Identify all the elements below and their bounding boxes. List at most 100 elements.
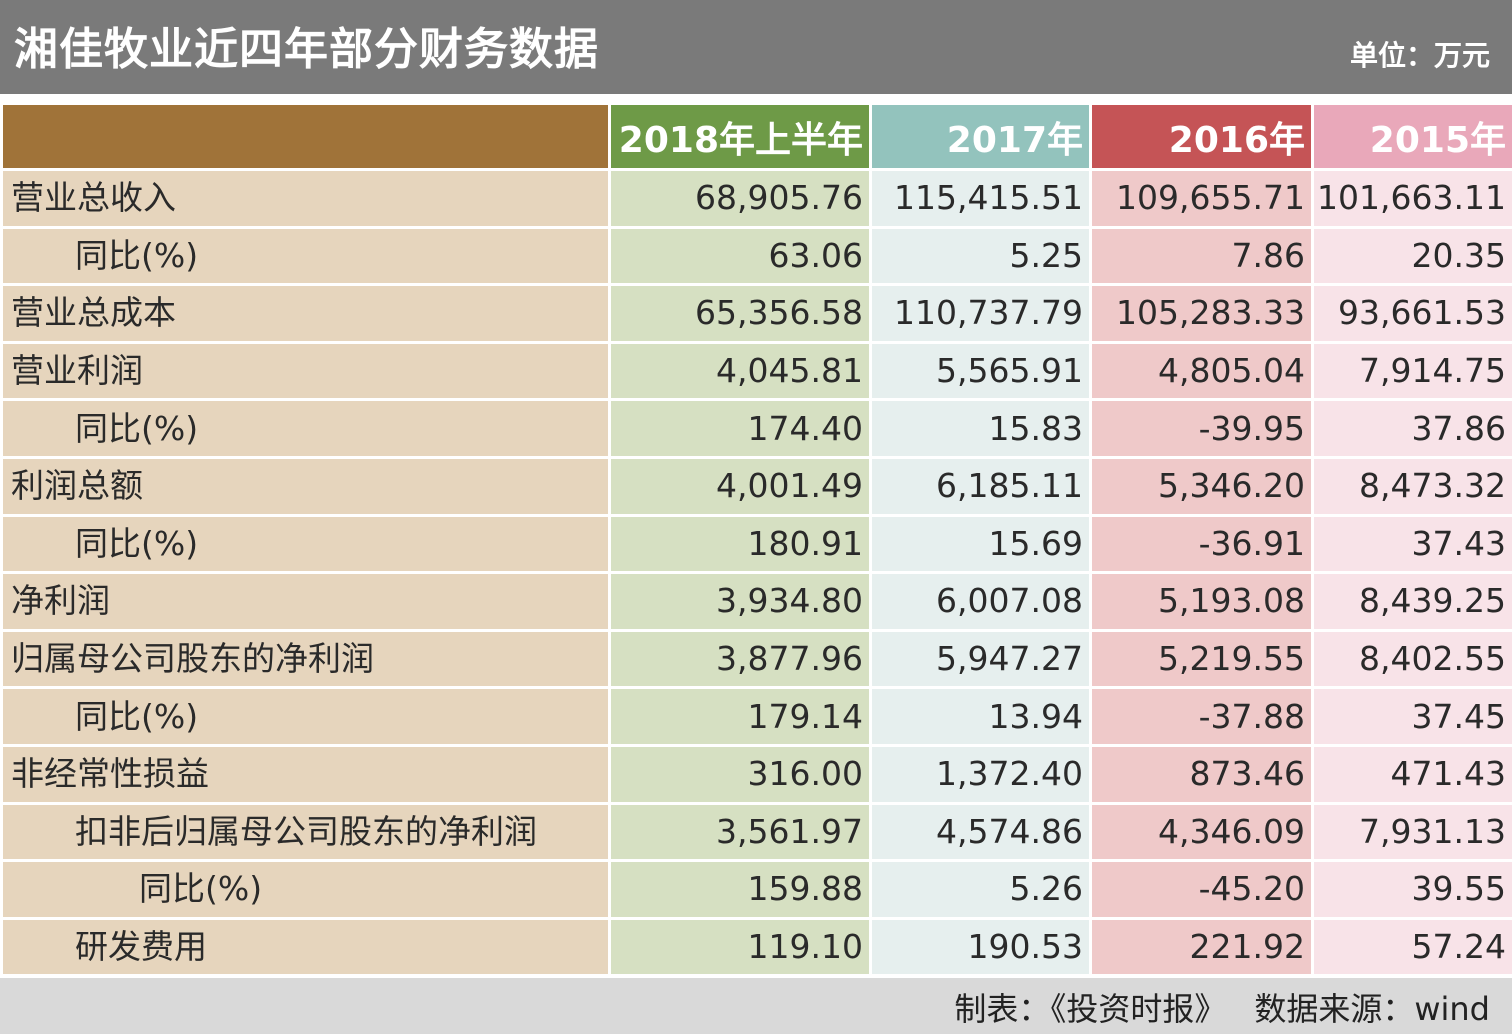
row-label: 归属母公司股东的净利润 (0, 628, 611, 690)
table-cell: 6,007.08 (869, 571, 1092, 632)
table-cell: 4,574.86 (869, 801, 1092, 863)
footer-bar: 制表：《投资时报》 数据来源：wind (0, 978, 1512, 1034)
table-row: 同比(%) 174.40 15.83 -39.95 37.86 (0, 398, 1512, 459)
label-column-header (0, 102, 611, 171)
table-cell: 5,193.08 (1089, 571, 1314, 632)
unit-label: 单位：万元 (1349, 39, 1490, 72)
table-row: 利润总额 4,001.49 6,185.11 5,346.20 8,473.32 (0, 455, 1512, 517)
table-cell: 109,655.71 (1089, 168, 1314, 229)
table-cell: 3,561.97 (608, 801, 872, 863)
title-bar: 湘佳牧业近四年部分财务数据 单位：万元 (0, 0, 1512, 98)
table-cell: -37.88 (1089, 686, 1314, 747)
table-cell: 1,372.40 (869, 743, 1092, 805)
table-cell: 37.45 (1311, 686, 1512, 747)
row-label: 同比(%) (0, 686, 611, 747)
table-cell: 316.00 (608, 743, 872, 805)
table-cell: 110,737.79 (869, 283, 1092, 344)
table-row: 同比(%) 179.14 13.94 -37.88 37.45 (0, 686, 1512, 747)
column-header-2015: 2015年 (1311, 102, 1512, 171)
row-label: 营业利润 (0, 340, 611, 402)
table-cell: 15.83 (869, 398, 1092, 459)
column-header-2018h1: 2018年上半年 (608, 102, 872, 171)
column-header-2016: 2016年 (1089, 102, 1314, 171)
table-row: 归属母公司股东的净利润 3,877.96 5,947.27 5,219.55 8… (0, 628, 1512, 690)
table-cell: 5.25 (869, 225, 1092, 287)
table-row: 同比(%) 159.88 5.26 -45.20 39.55 (0, 859, 1512, 920)
table-cell: 37.43 (1311, 513, 1512, 575)
table-cell: 8,402.55 (1311, 628, 1512, 690)
table-cell: 119.10 (608, 916, 872, 978)
table-cell: 471.43 (1311, 743, 1512, 805)
row-label: 扣非后归属母公司股东的净利润 (0, 801, 611, 863)
table-cell: 873.46 (1089, 743, 1314, 805)
column-header-2017: 2017年 (869, 102, 1092, 171)
table-cell: 93,661.53 (1311, 283, 1512, 344)
table-row: 扣非后归属母公司股东的净利润 3,561.97 4,574.86 4,346.0… (0, 801, 1512, 863)
data-source: 数据来源：wind (1254, 990, 1490, 1028)
table-cell: 3,934.80 (608, 571, 872, 632)
table-cell: 3,877.96 (608, 628, 872, 690)
row-label: 同比(%) (0, 859, 611, 920)
row-label: 营业总收入 (0, 168, 611, 229)
table-row: 营业利润 4,045.81 5,565.91 4,805.04 7,914.75 (0, 340, 1512, 402)
producer-credit: 制表：《投资时报》 (954, 990, 1227, 1028)
table-cell: -39.95 (1089, 398, 1314, 459)
table-cell: 63.06 (608, 225, 872, 287)
table-cell: 179.14 (608, 686, 872, 747)
table-cell: 8,439.25 (1311, 571, 1512, 632)
table-cell: 7,914.75 (1311, 340, 1512, 402)
row-label: 净利润 (0, 571, 611, 632)
table-cell: 15.69 (869, 513, 1092, 575)
table-row: 同比(%) 180.91 15.69 -36.91 37.43 (0, 513, 1512, 575)
table-row: 非经常性损益 316.00 1,372.40 873.46 471.43 (0, 743, 1512, 805)
table-row: 营业总收入 68,905.76 115,415.51 109,655.71 10… (0, 168, 1512, 229)
table-cell: -45.20 (1089, 859, 1314, 920)
table-cell: 190.53 (869, 916, 1092, 978)
table-row: 研发费用 119.10 190.53 221.92 57.24 (0, 916, 1512, 978)
table-cell: 159.88 (608, 859, 872, 920)
row-label: 同比(%) (0, 513, 611, 575)
row-label: 研发费用 (0, 916, 611, 978)
table-cell: 5,346.20 (1089, 455, 1314, 517)
row-label: 利润总额 (0, 455, 611, 517)
table-cell: 180.91 (608, 513, 872, 575)
table-cell: 4,045.81 (608, 340, 872, 402)
page-title: 湘佳牧业近四年部分财务数据 (14, 24, 599, 75)
row-label: 非经常性损益 (0, 743, 611, 805)
table-cell: 4,805.04 (1089, 340, 1314, 402)
table-row: 同比(%) 63.06 5.25 7.86 20.35 (0, 225, 1512, 287)
table-cell: 68,905.76 (608, 168, 872, 229)
table-cell: 5,219.55 (1089, 628, 1314, 690)
table-cell: 5,565.91 (869, 340, 1092, 402)
table-row: 净利润 3,934.80 6,007.08 5,193.08 8,439.25 (0, 571, 1512, 632)
table-cell: 20.35 (1311, 225, 1512, 287)
row-label: 营业总成本 (0, 283, 611, 344)
table-cell: -36.91 (1089, 513, 1314, 575)
table-cell: 115,415.51 (869, 168, 1092, 229)
financial-table-container: 2018年上半年 2017年 2016年 2015年 营业总收入 68,905.… (0, 102, 1512, 978)
credit-line: 制表：《投资时报》 数据来源：wind (926, 988, 1490, 1030)
table-cell: 221.92 (1089, 916, 1314, 978)
table-cell: 5,947.27 (869, 628, 1092, 690)
table-cell: 4,001.49 (608, 455, 872, 517)
table-cell: 8,473.32 (1311, 455, 1512, 517)
table-cell: 7.86 (1089, 225, 1314, 287)
table-cell: 6,185.11 (869, 455, 1092, 517)
table-cell: 101,663.11 (1311, 168, 1512, 229)
table-row: 营业总成本 65,356.58 110,737.79 105,283.33 93… (0, 283, 1512, 344)
table-cell: 174.40 (608, 398, 872, 459)
table-cell: 13.94 (869, 686, 1092, 747)
financial-table: 2018年上半年 2017年 2016年 2015年 营业总收入 68,905.… (0, 102, 1512, 978)
table-cell: 39.55 (1311, 859, 1512, 920)
table-cell: 65,356.58 (608, 283, 872, 344)
table-cell: 5.26 (869, 859, 1092, 920)
table-cell: 105,283.33 (1089, 283, 1314, 344)
table-cell: 7,931.13 (1311, 801, 1512, 863)
table-cell: 4,346.09 (1089, 801, 1314, 863)
row-label: 同比(%) (0, 225, 611, 287)
table-cell: 37.86 (1311, 398, 1512, 459)
table-cell: 57.24 (1311, 916, 1512, 978)
row-label: 同比(%) (0, 398, 611, 459)
table-header-row: 2018年上半年 2017年 2016年 2015年 (0, 102, 1512, 171)
